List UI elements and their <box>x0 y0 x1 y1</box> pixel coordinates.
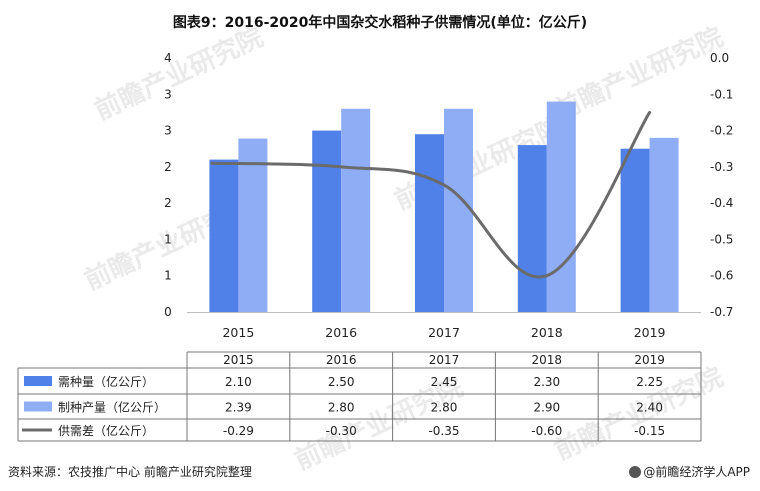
right-axis-tick-label: -0.4 <box>710 196 733 210</box>
table-cell-value: 2.10 <box>225 375 252 389</box>
table-cell-value: 2.30 <box>533 375 560 389</box>
right-axis-tick-label: -0.3 <box>710 160 733 174</box>
source-note: 资料来源：农技推广中心 前瞻产业研究院整理 <box>8 465 252 479</box>
table-header-year: 2017 <box>429 353 460 367</box>
legend-series-name: 需种量（亿公斤） <box>58 374 154 389</box>
left-axis-tick-label: 4 <box>164 51 172 65</box>
right-axis-tick-label: -0.5 <box>710 232 733 246</box>
left-axis-tick-label: 2 <box>164 196 172 210</box>
bar-production <box>341 108 371 312</box>
data-table: 2015 2016 2017 2018 2019 需种量（亿公斤） 2.10 2.50 2.45… <box>17 351 702 442</box>
legend-series-name: 制种产量（亿公斤） <box>58 400 166 415</box>
brand-logo-icon <box>629 466 642 478</box>
bar-demand <box>209 159 239 312</box>
x-axis-category-label: 2019 <box>634 325 666 340</box>
legend-series-name: 供需差（亿公斤） <box>58 423 154 438</box>
left-axis-tick-label: 3 <box>164 87 172 101</box>
right-axis: 0.0 -0.1 -0.2 -0.3 -0.4 -0.5 -0.6 -0.7 <box>710 51 733 319</box>
bar-demand <box>415 134 444 312</box>
left-axis-tick-label: 1 <box>164 269 172 283</box>
bar-production <box>649 137 679 312</box>
table-cell-value: 2.90 <box>533 401 560 415</box>
table-cell-value: -0.15 <box>634 424 665 438</box>
left-axis-tick-label: 0 <box>164 305 172 319</box>
chart-title: 图表9：2016-2020年中国杂交水稻种子供需情况(单位：亿公斤) <box>172 15 588 31</box>
left-axis-tick-label: 1 <box>164 232 172 246</box>
table-cell-value: -0.30 <box>326 424 357 438</box>
bar-production <box>238 138 268 312</box>
left-axis: 4 3 3 2 2 1 1 0 <box>164 51 172 319</box>
table-cell-value: 2.50 <box>328 375 355 389</box>
right-axis-tick-label: 0.0 <box>710 51 729 65</box>
watermark-text: 前瞻产业研究院 <box>90 21 268 126</box>
bar-production <box>546 101 576 313</box>
table-cell-value: 2.80 <box>431 401 458 415</box>
table-header-year: 2015 <box>223 353 254 367</box>
table-cell-value: 2.45 <box>431 375 458 389</box>
right-axis-tick-label: -0.2 <box>710 124 733 138</box>
legend-swatch-production <box>24 401 52 412</box>
brand-text: @前瞻经济学人APP <box>643 465 750 479</box>
table-header-year: 2016 <box>326 353 357 367</box>
plot-area <box>209 101 679 313</box>
bar-demand <box>517 145 547 312</box>
x-axis: 2015 2016 2017 2018 2019 <box>187 312 701 340</box>
x-axis-category-label: 2015 <box>222 325 254 340</box>
x-axis-category-label: 2018 <box>531 325 563 340</box>
left-axis-tick-label: 2 <box>164 160 172 174</box>
left-axis-tick-label: 3 <box>164 124 172 138</box>
right-axis-tick-label: -0.1 <box>710 87 733 101</box>
table-cell-value: 2.25 <box>636 375 663 389</box>
table-header-year: 2019 <box>634 353 665 367</box>
table-cell-value: -0.35 <box>428 424 459 438</box>
x-axis-category-label: 2016 <box>325 325 357 340</box>
bar-demand <box>620 148 650 312</box>
table-cell-value: 2.80 <box>328 401 355 415</box>
table-cell-value: -0.60 <box>531 424 562 438</box>
table-header-year: 2018 <box>532 353 563 367</box>
table-cell-value: -0.29 <box>223 424 254 438</box>
watermark-text: 前瞻产业研究院 <box>550 21 728 126</box>
table-cell-value: 2.39 <box>225 401 252 415</box>
right-axis-tick-label: -0.7 <box>710 305 733 319</box>
right-axis-tick-label: -0.6 <box>710 269 733 283</box>
bar-demand <box>312 130 342 312</box>
bar-production <box>444 108 473 312</box>
legend-swatch-demand <box>24 376 52 386</box>
table-cell-value: 2.40 <box>636 401 663 415</box>
line-supply-gap <box>210 110 652 279</box>
brand-label: @前瞻经济学人APP <box>629 463 750 480</box>
x-axis-category-label: 2017 <box>428 325 460 340</box>
